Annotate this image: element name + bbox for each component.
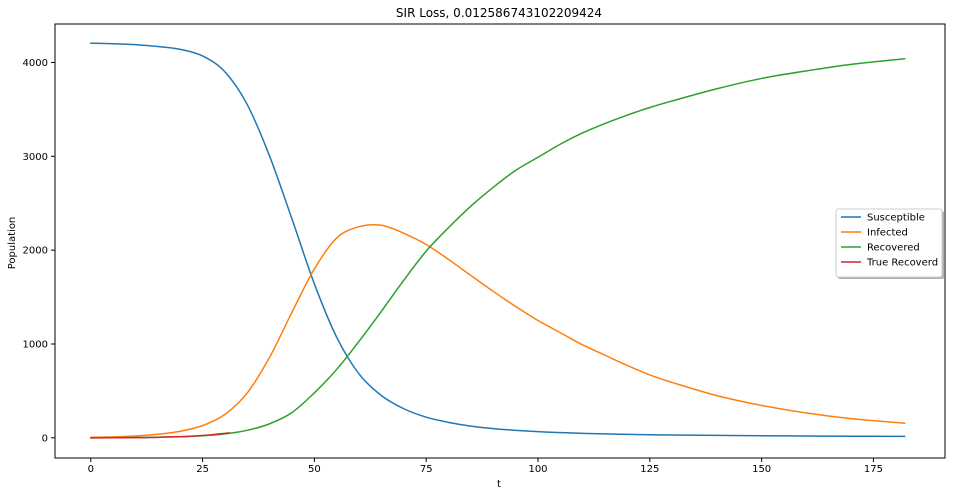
series-line-recovered — [90, 57, 906, 439]
legend-box — [835, 208, 943, 278]
plot-frame — [54, 23, 946, 459]
x-tick-label: 175 — [864, 464, 883, 475]
x-tick-label: 125 — [640, 464, 659, 475]
y-axis-label: Population — [7, 217, 18, 270]
plot-area: 0 25 50 75 100 125 150 175 0 1000 2000 3000 4000 — [23, 23, 946, 475]
y-tick-label: 2000 — [23, 246, 48, 257]
x-tick-label: 50 — [308, 464, 321, 475]
x-tick-label: 0 — [88, 464, 94, 475]
chart-title: SIR Loss, 0.012586743102209424 — [396, 6, 602, 20]
y-tick-label: 0 — [42, 433, 48, 444]
series-line-true-recoverd — [90, 432, 231, 439]
x-axis-label: t — [497, 479, 501, 490]
legend: Susceptible Infected Recovered True Recover… — [835, 208, 944, 279]
y-tick-label: 1000 — [23, 339, 48, 350]
y-tick-label: 4000 — [23, 58, 48, 69]
legend-label: Susceptible — [867, 213, 925, 224]
legend-label: Recovered — [867, 243, 920, 254]
series-line-susceptible — [90, 42, 906, 438]
x-tick-label: 75 — [420, 464, 433, 475]
x-tick-label: 25 — [196, 464, 209, 475]
legend-label: Infected — [867, 228, 908, 239]
x-tick-label: 150 — [752, 464, 771, 475]
x-tick-label: 100 — [528, 464, 547, 475]
series-line-infected — [90, 223, 906, 439]
legend-label: True Recoverd — [866, 258, 938, 269]
y-tick-label: 3000 — [23, 152, 48, 163]
